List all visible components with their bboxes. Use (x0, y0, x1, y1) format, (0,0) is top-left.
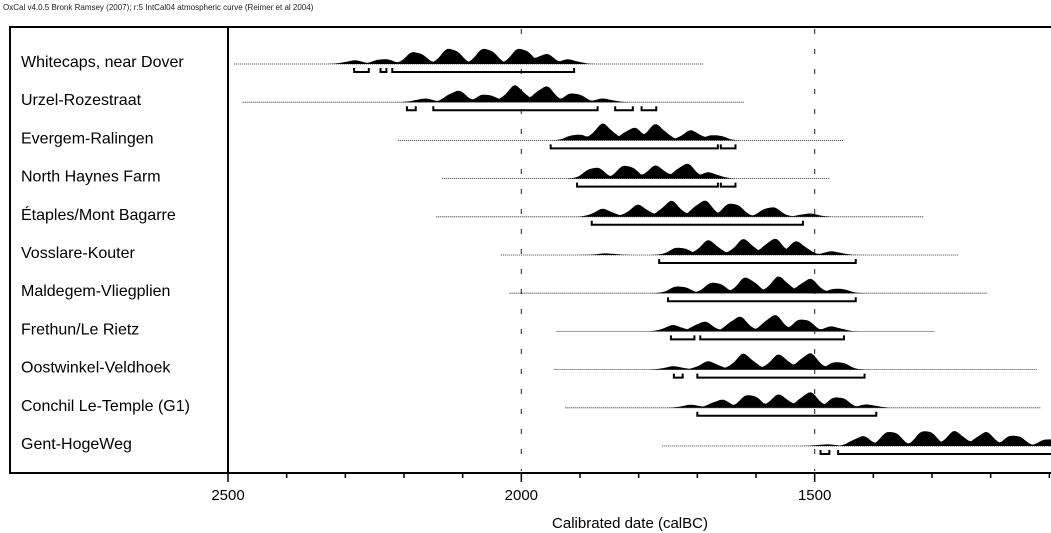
x-tick-label: 2000 (505, 487, 538, 504)
oxcal-header: OxCal v4.0.5 Bronk Ramsey (2007); r:5 In… (3, 3, 314, 12)
sample-row: North Haynes Farm (21, 163, 830, 188)
range-bracket (576, 182, 719, 188)
sample-row: Maldegem-Vliegplien (21, 276, 988, 303)
sample-label: North Haynes Farm (21, 169, 161, 186)
sample-row: Urzel-Rozestraat (21, 85, 745, 112)
probability-distribution (580, 238, 859, 255)
probability-distribution (327, 48, 595, 64)
probability-distribution (568, 163, 736, 179)
range-bracket (379, 68, 388, 73)
range-bracket (719, 144, 737, 150)
sample-row: Frethun/Le Rietz (21, 315, 935, 341)
sample-row: Oostwinkel-Veldhoek (21, 353, 1038, 379)
range-bracket (672, 373, 684, 379)
sample-row: Étaples/Mont Bagarre (21, 200, 924, 226)
sample-label: Conchil Le-Temple (G1) (21, 398, 190, 415)
sample-label: Urzel-Rozestraat (21, 92, 142, 109)
sample-label: Oostwinkel-Veldhoek (21, 360, 171, 377)
range-bracket (696, 411, 878, 417)
probability-distribution (665, 392, 894, 408)
range-bracket (640, 106, 658, 112)
sample-row: Evergem-Ralingen (21, 123, 844, 150)
sample-row: Gent-HogeWeg (21, 431, 1051, 455)
plot-frame (9, 26, 1051, 474)
range-bracket (353, 68, 370, 73)
x-axis-label: Calibrated date (calBC) (552, 515, 708, 532)
probability-distribution (647, 353, 865, 370)
x-tick-label: 2500 (211, 487, 244, 504)
range-bracket (719, 182, 737, 188)
range-bracket (667, 297, 857, 303)
x-tick-label: 1500 (798, 487, 831, 504)
range-bracket (696, 373, 866, 379)
range-bracket (405, 106, 417, 112)
range-bracket (549, 144, 719, 150)
range-bracket (819, 450, 831, 455)
probability-distribution (653, 276, 865, 294)
sample-label: Vosslare-Kouter (21, 245, 136, 262)
sample-label: Frethun/Le Rietz (21, 321, 139, 338)
range-bracket (669, 335, 696, 341)
sample-row: Whitecaps, near Dover (21, 48, 704, 73)
sample-label: Gent-HogeWeg (21, 436, 132, 453)
sample-label: Evergem-Ralingen (21, 130, 154, 147)
probability-distribution (398, 85, 630, 103)
distribution-rows: Whitecaps, near Dover Urzel-Rozestraat Eve… (21, 48, 1051, 455)
sample-label: Étaples/Mont Bagarre (21, 205, 176, 224)
range-bracket (432, 106, 599, 112)
range-bracket (391, 68, 576, 73)
probability-distribution (550, 123, 742, 141)
range-bracket (614, 106, 634, 112)
sample-row: Conchil Le-Temple (G1) (21, 392, 1041, 417)
range-bracket (699, 335, 845, 341)
range-bracket (590, 220, 804, 226)
grid-lines (520, 29, 816, 471)
range-bracket (658, 259, 857, 264)
range-bracket (837, 450, 1051, 455)
sample-row: Vosslare-Kouter (21, 238, 959, 264)
sample-label: Maldegem-Vliegplien (21, 283, 170, 300)
sample-label: Whitecaps, near Dover (21, 54, 184, 71)
probability-distribution (647, 315, 859, 332)
probability-distribution (577, 200, 836, 217)
probability-distribution (800, 431, 1051, 446)
x-axis: 2500200015001000 (211, 473, 1051, 504)
